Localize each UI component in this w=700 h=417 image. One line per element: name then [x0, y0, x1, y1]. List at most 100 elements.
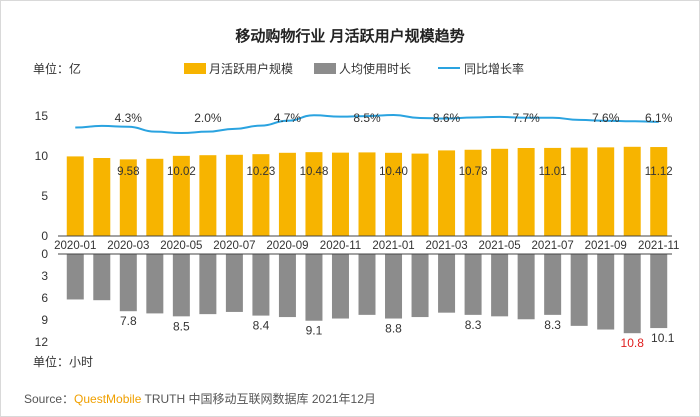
duration-bar [93, 254, 111, 301]
duration-bar [305, 254, 323, 321]
x-tick-label: 2021-09 [585, 240, 627, 252]
user-bar [650, 147, 668, 236]
user-bar [199, 155, 217, 236]
user-bar [623, 146, 641, 236]
user-bar-label: 10.40 [379, 166, 408, 178]
upper-y-tick: 0 [41, 229, 48, 243]
x-tick-label: 2020-01 [54, 240, 96, 252]
yoy-label: 7.7% [512, 111, 540, 125]
lower-y-tick: 9 [41, 313, 48, 327]
duration-bar [570, 254, 588, 326]
legend-label-duration: 人均使用时长 [339, 61, 411, 76]
user-bar [331, 152, 349, 236]
user-bar [305, 152, 323, 236]
duration-bar [623, 254, 641, 334]
upper-unit-label: 单位：亿 [33, 61, 81, 76]
x-tick-label: 2020-07 [213, 240, 255, 252]
yoy-label: 6.1% [645, 111, 673, 125]
user-bar [597, 147, 615, 236]
x-tick-label: 2021-01 [372, 240, 414, 252]
upper-y-tick: 5 [41, 189, 48, 203]
duration-bar-label: 8.4 [253, 319, 270, 333]
duration-bar [411, 254, 429, 318]
duration-bar-label: 8.3 [465, 318, 482, 332]
lower-y-tick: 3 [41, 269, 48, 283]
user-bar [278, 152, 296, 236]
yoy-label: 4.3% [115, 111, 143, 125]
duration-bar-label: 9.1 [306, 324, 323, 338]
duration-bar [650, 254, 668, 329]
user-bar [358, 152, 376, 236]
x-tick-label: 2021-03 [425, 240, 467, 252]
user-bar [172, 155, 190, 236]
x-tick-label: 2021-07 [532, 240, 574, 252]
x-tick-label: 2020-09 [266, 240, 308, 252]
duration-bar [119, 254, 137, 312]
user-bar [411, 153, 429, 236]
x-tick-label: 2020-03 [107, 240, 149, 252]
user-bar-label: 10.78 [459, 166, 488, 178]
user-bar [491, 148, 509, 236]
duration-bar [66, 254, 84, 300]
duration-bar [146, 254, 164, 314]
x-tick-label: 2020-11 [320, 240, 361, 252]
duration-bar [438, 254, 456, 313]
duration-bar-label: 8.3 [544, 318, 561, 332]
duration-bar [464, 254, 482, 315]
user-bar [438, 150, 456, 236]
user-bar [385, 152, 403, 236]
user-bar [146, 158, 164, 236]
source-note: Source：QuestMobile TRUTH 中国移动互联网数据库 2021… [24, 390, 376, 407]
yoy-label: 8.6% [433, 111, 461, 125]
user-bar-label: 10.48 [300, 166, 329, 178]
x-tick-label: 2021-11 [638, 240, 679, 252]
source-prefix: Source： [24, 392, 75, 406]
user-bar [570, 147, 588, 236]
duration-bar-label: 8.8 [385, 322, 402, 336]
lower-unit-label: 单位：小时 [33, 354, 93, 369]
source-rest: TRUTH 中国移动互联网数据库 2021年12月 [141, 392, 376, 406]
upper-y-tick: 15 [35, 109, 49, 123]
duration-bar [358, 254, 376, 315]
chart-title: 移动购物行业 月活跃用户规模趋势 [235, 27, 464, 45]
duration-bar [199, 254, 217, 315]
duration-bar [278, 254, 296, 318]
duration-bar-label: 8.5 [173, 319, 190, 333]
user-bar [119, 159, 137, 236]
user-bar-label: 11.01 [539, 166, 567, 178]
duration-bar [225, 254, 243, 312]
yoy-label: 2.0% [194, 111, 222, 125]
lower-y-tick: 12 [35, 335, 49, 349]
duration-bar-label: 7.8 [120, 314, 137, 328]
user-bar-label: 10.02 [167, 166, 196, 178]
user-bar [517, 148, 535, 236]
yoy-label: 4.7% [274, 111, 302, 125]
user-bar [93, 158, 111, 236]
user-bar-label: 9.58 [117, 166, 139, 178]
duration-bar [544, 254, 562, 315]
yoy-label: 7.6% [592, 111, 620, 125]
legend-label-yoy: 同比增长率 [464, 61, 524, 76]
duration-bar [172, 254, 190, 317]
user-bar [252, 154, 270, 236]
source-brand: QuestMobile [74, 392, 142, 406]
duration-bar [331, 254, 349, 319]
yoy-label: 8.5% [353, 111, 381, 125]
user-bar [544, 147, 562, 236]
legend-label-users: 月活跃用户规模 [209, 61, 293, 76]
duration-bar [252, 254, 270, 316]
lower-y-tick: 6 [41, 291, 48, 305]
x-tick-label: 2020-05 [160, 240, 202, 252]
user-bar-label: 10.23 [247, 166, 276, 178]
duration-bar-label: 10.8 [621, 336, 645, 350]
duration-bar [385, 254, 403, 319]
duration-bar-label: 10.1 [651, 331, 675, 345]
user-bar [464, 149, 482, 236]
user-bar-label: 11.12 [645, 166, 673, 178]
duration-bar [491, 254, 509, 317]
duration-bar [597, 254, 615, 330]
user-bar [66, 156, 84, 236]
legend-swatch-duration [314, 63, 336, 74]
upper-y-tick: 10 [35, 149, 49, 163]
